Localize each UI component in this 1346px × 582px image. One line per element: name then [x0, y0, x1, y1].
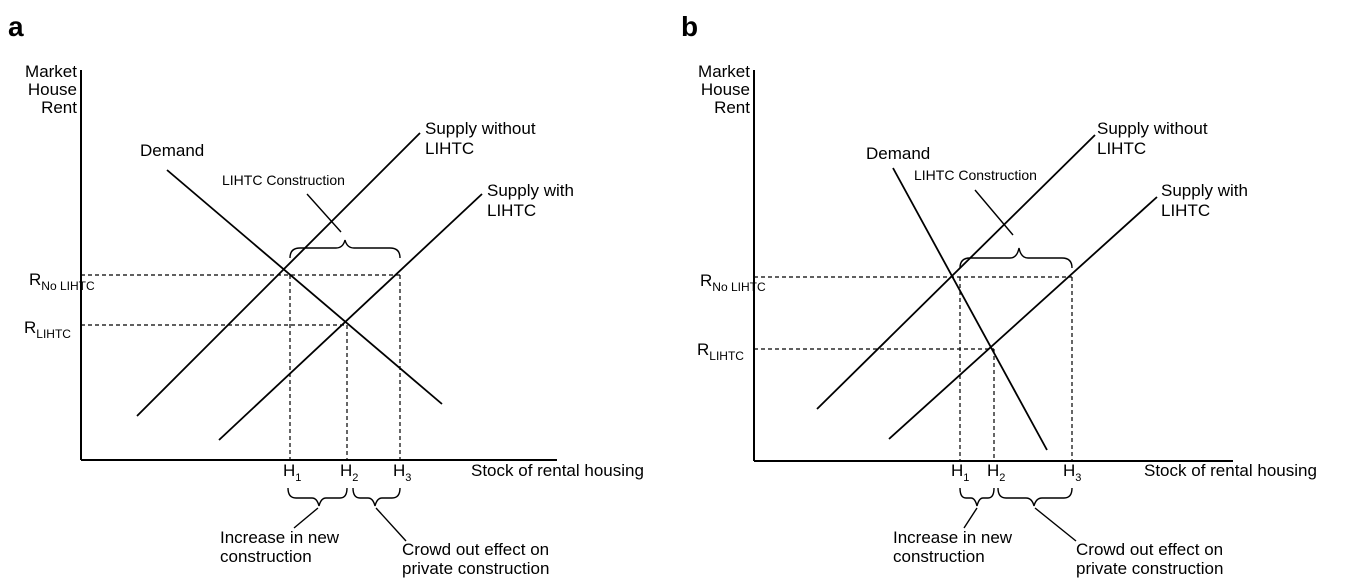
h1-label: H1	[951, 461, 969, 484]
construction-pointer	[974, 189, 1014, 236]
demand-label: Demand	[866, 144, 930, 163]
increase-label-line1: Increase in new	[220, 528, 340, 547]
supply-with-label-line2: LIHTC	[487, 201, 536, 220]
panel-a: a Market House Rent Stock of rental hous…	[8, 11, 644, 578]
panel-b: b Market House Rent Stock of rental hous…	[681, 11, 1317, 578]
y-axis-label-line3: Rent	[41, 98, 77, 117]
supply-with-curve	[218, 193, 483, 441]
supply-without-label-line2: LIHTC	[1097, 139, 1146, 158]
crowd-out-label-line2: private construction	[402, 559, 549, 578]
increase-label-line2: construction	[220, 547, 312, 566]
lihtc-construction-label: LIHTC Construction	[222, 172, 345, 188]
h3-label: H3	[1063, 461, 1081, 484]
demand-curve	[166, 169, 443, 405]
x-axis-label: Stock of rental housing	[1144, 461, 1317, 480]
demand-label: Demand	[140, 141, 204, 160]
h3-label: H3	[393, 461, 411, 484]
supply-without-label-line1: Supply without	[1097, 119, 1208, 138]
supply-without-label-line2: LIHTC	[425, 139, 474, 158]
increase-brace	[959, 487, 995, 507]
y-axis-label-line1: Market	[698, 62, 750, 81]
crowd-out-brace	[352, 487, 401, 507]
construction-pointer	[306, 193, 342, 233]
increase-pointer	[293, 507, 319, 529]
crowd-out-pointer	[1034, 507, 1077, 542]
h2-label: H2	[340, 461, 358, 484]
increase-pointer	[963, 507, 978, 529]
y-axis-label-line1: Market	[25, 62, 77, 81]
supply-without-label-line1: Supply without	[425, 119, 536, 138]
lihtc-construction-label: LIHTC Construction	[914, 167, 1037, 183]
rent-lihtc-label: RLIHTC	[697, 340, 744, 363]
rent-no-lihtc-label: RNo LIHTC	[29, 270, 95, 293]
lihtc-construction-brace	[289, 239, 401, 259]
panel-letter: b	[681, 11, 698, 42]
increase-brace	[287, 487, 348, 507]
y-axis-label-line2: House	[28, 80, 77, 99]
demand-curve	[892, 167, 1048, 451]
h1-label: H1	[283, 461, 301, 484]
supply-with-label-line2: LIHTC	[1161, 201, 1210, 220]
y-axis-label-line3: Rent	[714, 98, 750, 117]
supply-with-label-line1: Supply with	[1161, 181, 1248, 200]
supply-with-curve	[888, 196, 1158, 440]
supply-with-label-line1: Supply with	[487, 181, 574, 200]
supply-without-curve	[816, 134, 1096, 410]
h2-label: H2	[987, 461, 1005, 484]
x-axis-label: Stock of rental housing	[471, 461, 644, 480]
increase-label-line2: construction	[893, 547, 985, 566]
crowd-out-brace	[997, 487, 1073, 507]
lihtc-construction-brace	[959, 247, 1073, 269]
crowd-out-label-line2: private construction	[1076, 559, 1223, 578]
crowd-out-label-line1: Crowd out effect on	[402, 540, 549, 559]
rent-no-lihtc-label: RNo LIHTC	[700, 271, 766, 294]
panel-letter: a	[8, 11, 24, 42]
crowd-out-label-line1: Crowd out effect on	[1076, 540, 1223, 559]
increase-label-line1: Increase in new	[893, 528, 1013, 547]
rent-lihtc-label: RLIHTC	[24, 318, 71, 341]
crowd-out-pointer	[375, 507, 407, 542]
y-axis-label-line2: House	[701, 80, 750, 99]
